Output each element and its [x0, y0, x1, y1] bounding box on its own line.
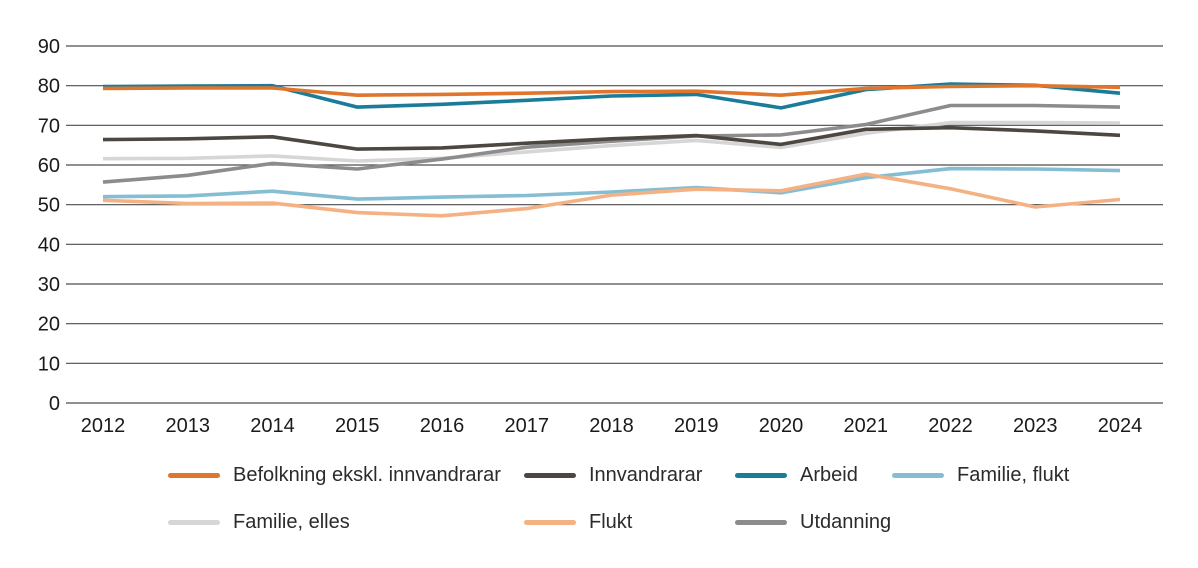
- legend-item-familie-elles: Familie, elles: [168, 507, 350, 537]
- x-tick-label: 2019: [674, 415, 719, 437]
- legend-item-innvandrarar: Innvandrarar: [524, 460, 702, 490]
- legend-row: Befolkning ekskl. innvandrarar Innvandrar…: [0, 460, 1198, 490]
- legend-label: Arbeid: [800, 463, 858, 486]
- x-tick-label: 2013: [166, 415, 211, 437]
- y-tick-label: 50: [38, 195, 60, 217]
- series-line-befolkning-ekskl-innvandrarar: [102, 83, 1121, 97]
- legend-item-utdanning: Utdanning: [735, 507, 891, 537]
- x-tick-label: 2015: [335, 415, 380, 437]
- legend-swatch-icon: [168, 472, 220, 478]
- legend-label: Flukt: [589, 510, 633, 533]
- series-line-arbeid: [102, 82, 1121, 110]
- y-tick-label: 80: [38, 76, 60, 98]
- x-tick-label: 2024: [1098, 415, 1143, 437]
- x-tick-label: 2018: [589, 415, 634, 437]
- legend-swatch-icon: [524, 472, 576, 478]
- chart-legend: Befolkning ekskl. innvandrarar Innvandrar…: [0, 452, 1198, 562]
- legend-swatch-icon: [892, 472, 944, 478]
- y-tick-label: 30: [38, 274, 60, 296]
- y-tick-label: 20: [38, 314, 60, 336]
- x-tick-label: 2022: [928, 415, 973, 437]
- legend-row: Familie, elles Flukt Utdanning: [0, 507, 1198, 537]
- x-tick-label: 2016: [420, 415, 465, 437]
- x-tick-label: 2017: [505, 415, 550, 437]
- series-line-familie-elles: [102, 120, 1121, 163]
- series-line-utdanning: [102, 103, 1121, 184]
- legend-label: Utdanning: [800, 510, 892, 533]
- x-tick-label: 2021: [844, 415, 889, 437]
- legend-item-familie-flukt: Familie, flukt: [892, 460, 1069, 490]
- y-tick-label: 10: [38, 353, 60, 375]
- legend-label: Befolkning ekskl. innvandrarar: [233, 463, 501, 486]
- legend-item-befolkning-ekskl-innvandrarar: Befolkning ekskl. innvandrarar: [168, 460, 501, 490]
- y-tick-label: 0: [49, 393, 60, 415]
- legend-label: Familie, flukt: [957, 463, 1070, 486]
- series-line-innvandrarar: [102, 125, 1121, 151]
- legend-swatch-icon: [735, 472, 787, 478]
- legend-swatch-icon: [735, 519, 787, 525]
- legend-item-arbeid: Arbeid: [735, 460, 858, 490]
- y-tick-label: 70: [38, 115, 60, 137]
- legend-label: Innvandrarar: [589, 463, 703, 486]
- x-tick-label: 2012: [81, 415, 126, 437]
- legend-swatch-icon: [524, 519, 576, 525]
- x-tick-label: 2023: [1013, 415, 1058, 437]
- legend-item-flukt: Flukt: [524, 507, 632, 537]
- x-tick-label: 2014: [250, 415, 295, 437]
- x-tick-label: 2020: [759, 415, 804, 437]
- legend-swatch-icon: [168, 519, 220, 525]
- y-tick-label: 60: [38, 155, 60, 177]
- y-tick-label: 90: [38, 36, 60, 58]
- series-line-familie-flukt: [102, 166, 1121, 201]
- series-line-flukt: [102, 172, 1121, 218]
- plot-area: 0 10 20 30 40 50 60 70 80 90 2012 2013 2014 2015 2016 2…: [38, 36, 1163, 437]
- legend-label: Familie, elles: [233, 510, 350, 533]
- y-tick-label: 40: [38, 234, 60, 256]
